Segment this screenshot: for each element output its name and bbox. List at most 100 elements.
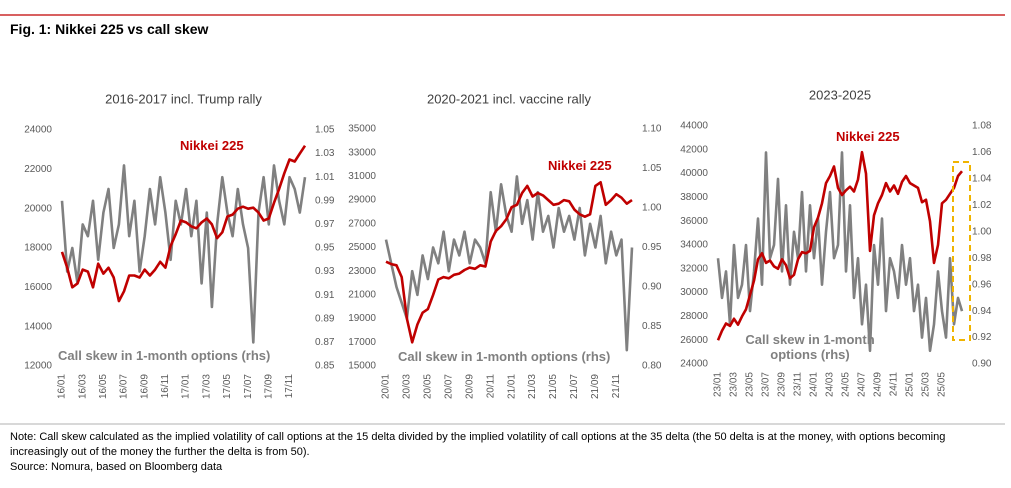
x-tick-label: 16/03	[77, 374, 88, 399]
x-tick-label: 17/03	[201, 374, 212, 399]
x-tick-label: 17/01	[181, 374, 192, 399]
y-tick-label: 33000	[348, 147, 376, 158]
x-tick-label: 20/11	[485, 374, 496, 399]
y2-tick-label: 1.01	[315, 172, 335, 183]
figure-title: Fig. 1: Nikkei 225 vs call skew	[10, 21, 209, 37]
x-tick-label: 23/01	[713, 372, 724, 397]
x-tick-label: 17/09	[263, 374, 274, 399]
source: Source: Nomura, based on Bloomberg data	[10, 461, 223, 473]
y2-tick-label: 0.87	[315, 337, 335, 348]
series-label: Nikkei 225	[548, 158, 612, 173]
y2-tick-label: 1.05	[642, 163, 662, 174]
x-tick-label: 21/11	[611, 374, 622, 399]
y-tick-label: 24000	[24, 125, 52, 136]
y2-tick-label: 0.90	[642, 282, 662, 293]
y2-tick-label: 1.08	[972, 121, 992, 132]
y-tick-label: 26000	[680, 335, 708, 346]
y2-tick-label: 0.85	[642, 321, 662, 332]
y2-tick-label: 1.05	[315, 125, 335, 136]
y2-tick-label: 0.96	[972, 279, 992, 290]
x-tick-label: 20/03	[402, 374, 413, 399]
x-tick-label: 25/03	[921, 372, 932, 397]
x-tick-label: 25/05	[937, 372, 948, 397]
y2-tick-label: 1.06	[972, 147, 992, 158]
series-label: Nikkei 225	[836, 129, 900, 144]
series-label: Nikkei 225	[180, 138, 244, 153]
series-line	[384, 175, 634, 352]
y2-tick-label: 0.89	[315, 313, 335, 324]
y-tick-label: 44000	[680, 121, 708, 132]
y2-tick-label: 1.00	[642, 203, 662, 214]
y2-tick-label: 1.03	[315, 148, 335, 159]
y2-tick-label: 1.02	[972, 200, 992, 211]
y-tick-label: 17000	[348, 337, 376, 348]
y-tick-label: 38000	[680, 192, 708, 203]
y2-tick-label: 1.04	[972, 174, 992, 185]
series-label: Call skew in 1-month options (rhs)	[398, 349, 611, 364]
x-tick-label: 23/11	[793, 372, 804, 397]
y2-tick-label: 0.98	[972, 253, 992, 264]
y2-tick-label: 0.91	[315, 290, 335, 301]
y2-tick-label: 0.85	[315, 361, 335, 372]
y-tick-label: 32000	[680, 263, 708, 274]
y-tick-label: 34000	[680, 240, 708, 251]
series-line	[385, 181, 633, 344]
series-line	[716, 151, 964, 353]
x-tick-label: 16/11	[160, 374, 171, 399]
x-tick-label: 23/07	[761, 372, 772, 397]
y-tick-label: 36000	[680, 216, 708, 227]
series-label: Call skew in 1-month options (rhs)	[745, 332, 875, 362]
x-tick-label: 20/05	[423, 374, 434, 399]
x-tick-label: 16/05	[98, 374, 109, 399]
y-tick-label: 42000	[680, 144, 708, 155]
x-tick-label: 16/07	[119, 374, 130, 399]
x-tick-label: 24/05	[841, 372, 852, 397]
x-tick-label: 25/01	[905, 372, 916, 397]
y2-tick-label: 0.97	[315, 219, 335, 230]
y-tick-label: 15000	[348, 361, 376, 372]
y2-tick-label: 0.92	[972, 332, 992, 343]
x-tick-label: 23/05	[745, 372, 756, 397]
x-tick-label: 24/11	[889, 372, 900, 397]
y-tick-label: 16000	[24, 282, 52, 293]
x-tick-label: 17/11	[284, 374, 295, 399]
y-tick-label: 31000	[348, 171, 376, 182]
x-tick-label: 23/09	[777, 372, 788, 397]
series-line	[60, 164, 307, 344]
y2-tick-label: 0.95	[315, 243, 335, 254]
y-tick-label: 14000	[24, 321, 52, 332]
y2-tick-label: 1.10	[642, 124, 662, 135]
x-tick-label: 16/09	[139, 374, 150, 399]
x-tick-label: 24/09	[873, 372, 884, 397]
y-tick-label: 29000	[348, 195, 376, 206]
x-tick-label: 21/05	[548, 374, 559, 399]
y2-tick-label: 0.90	[972, 359, 992, 370]
series-label: Call skew in 1-month options (rhs)	[58, 348, 271, 363]
y-tick-label: 27000	[348, 218, 376, 229]
x-tick-label: 21/03	[527, 374, 538, 399]
y2-tick-label: 0.93	[315, 266, 335, 277]
x-tick-label: 21/09	[590, 374, 601, 399]
y-tick-label: 19000	[348, 313, 376, 324]
y-tick-label: 20000	[24, 203, 52, 214]
x-tick-label: 24/03	[825, 372, 836, 397]
y-tick-label: 40000	[680, 168, 708, 179]
x-tick-label: 17/07	[243, 374, 254, 399]
y-tick-label: 35000	[348, 124, 376, 135]
x-tick-label: 23/03	[729, 372, 740, 397]
y2-tick-label: 0.94	[972, 306, 992, 317]
y2-tick-label: 0.80	[642, 361, 662, 372]
x-tick-label: 17/05	[222, 374, 233, 399]
panel-title: 2020-2021 incl. vaccine rally	[427, 91, 592, 106]
x-tick-label: 20/07	[443, 374, 454, 399]
highlight-box	[952, 161, 971, 341]
x-tick-label: 20/01	[381, 374, 392, 399]
y-tick-label: 23000	[348, 266, 376, 277]
y2-tick-label: 0.95	[642, 242, 662, 253]
x-tick-label: 16/01	[57, 374, 68, 399]
x-tick-label: 24/07	[857, 372, 868, 397]
x-tick-label: 21/07	[569, 374, 580, 399]
x-tick-label: 20/09	[464, 374, 475, 399]
